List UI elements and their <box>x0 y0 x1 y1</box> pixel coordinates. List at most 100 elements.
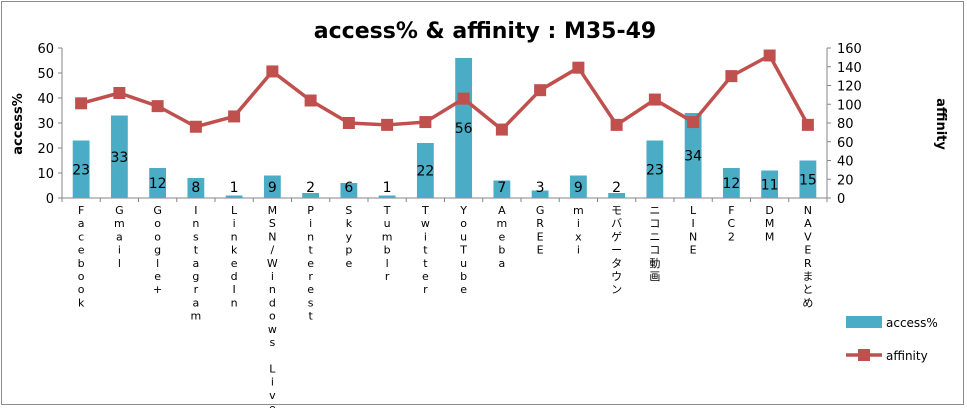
bar-data-label: 33 <box>110 150 128 166</box>
line-point <box>151 100 164 113</box>
y-left-axis-title: access% <box>11 93 26 155</box>
bar <box>799 160 817 198</box>
legend-bar-swatch <box>846 316 882 328</box>
y-right-tick-label: 20 <box>837 173 854 188</box>
y-right-tick-label: 160 <box>837 42 862 57</box>
bar <box>646 140 664 198</box>
affinity-line <box>80 53 810 132</box>
bar-data-label: 34 <box>684 149 702 165</box>
bar <box>110 115 128 198</box>
line-point <box>304 94 317 107</box>
line-point <box>189 120 202 133</box>
line-point <box>342 117 355 129</box>
y-left-tick-label: 0 <box>46 192 54 207</box>
y-right-tick-label: 40 <box>837 155 854 170</box>
bar-data-label: 15 <box>799 172 817 188</box>
y-right-tick-label: 80 <box>837 117 854 132</box>
data-labels: 23 33 12 8 1 9 2 6 1 22 56 7 3 9 2 23 34 12 11 15 <box>72 121 817 196</box>
bar <box>531 190 549 198</box>
bar <box>302 193 320 198</box>
category-label: N A V E R まとめ <box>802 204 813 309</box>
bar-data-label: 12 <box>149 176 167 192</box>
bar <box>608 193 626 198</box>
bar <box>569 175 587 198</box>
y-left-tick-label: 50 <box>37 67 54 82</box>
line-point <box>495 123 508 136</box>
chart-title: access% & affinity : M35-49 <box>314 19 656 44</box>
line-point <box>572 61 585 74</box>
line-point <box>725 70 738 83</box>
bar-data-label: 6 <box>344 180 353 196</box>
line-point <box>457 92 470 105</box>
bar-series <box>72 58 817 198</box>
bar <box>187 178 205 198</box>
bar-data-label: 2 <box>306 180 315 196</box>
bar-data-label: 8 <box>191 180 200 196</box>
bar-data-label: 9 <box>268 180 277 196</box>
y-right-tick-label: 120 <box>837 80 862 95</box>
bar-data-label: 23 <box>72 162 90 178</box>
y-right-tick-label: 60 <box>837 136 854 151</box>
bar-data-label: 2 <box>612 180 621 196</box>
line-series <box>75 49 814 136</box>
bar <box>493 180 511 198</box>
y-right-tick-label: 100 <box>837 98 862 113</box>
y-left-tick-label: 60 <box>37 42 54 57</box>
axes: 0 10 20 30 40 50 60 0 20 40 60 80 100 120 140 160 <box>37 42 861 207</box>
y-left-tick-label: 40 <box>37 92 54 107</box>
category-label: モバゲータウン <box>611 204 622 296</box>
line-point <box>266 65 279 78</box>
bar-data-label: 7 <box>497 180 506 196</box>
y-left-tick-label: 10 <box>37 167 54 182</box>
category-label: ニコニコ動画 <box>649 204 660 283</box>
line-point <box>113 87 126 99</box>
bar-data-label: 22 <box>416 164 434 180</box>
line-point <box>419 116 432 129</box>
legend-label-affinity: affinity <box>886 349 928 363</box>
bar-data-label: 9 <box>574 180 583 196</box>
bar-data-label: 23 <box>646 162 664 178</box>
line-point <box>228 110 241 123</box>
line-point <box>687 116 700 129</box>
bar <box>225 195 243 198</box>
bar-data-label: 1 <box>230 180 239 196</box>
line-point <box>534 84 547 97</box>
y-right-axis-title: affinity <box>933 98 948 150</box>
bar <box>149 168 167 198</box>
bar-data-label: 1 <box>383 180 392 196</box>
y-left-tick-label: 30 <box>37 117 54 132</box>
bar <box>72 140 90 198</box>
bar <box>761 170 779 198</box>
legend: access% affinity <box>846 316 938 363</box>
bar-data-label: 12 <box>722 176 740 192</box>
y-left-tick-label: 20 <box>37 142 54 157</box>
bar <box>684 113 702 198</box>
line-point <box>610 118 623 131</box>
line-point <box>801 118 814 131</box>
legend-line-marker <box>858 349 870 361</box>
bar-data-label: 56 <box>455 121 473 137</box>
bar <box>722 168 740 198</box>
line-point <box>381 118 394 131</box>
line-point <box>648 93 661 106</box>
bar <box>263 175 281 198</box>
bar <box>340 183 358 198</box>
line-point <box>763 49 776 62</box>
